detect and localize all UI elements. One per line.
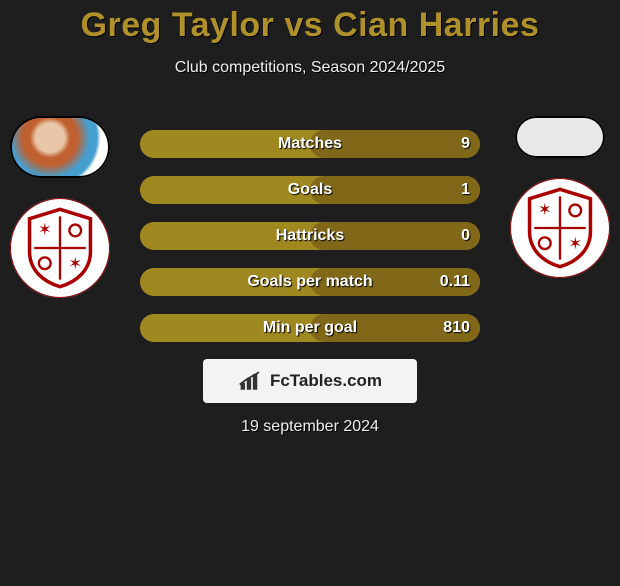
stat-row-goals-per-match: Goals per match 0.11 <box>140 268 480 296</box>
stat-row-min-per-goal: Min per goal 810 <box>140 314 480 342</box>
player-right-club-crest: ✶ ✶ <box>510 178 610 278</box>
date-stamp: 19 september 2024 <box>0 418 620 436</box>
svg-text:✶: ✶ <box>568 235 582 253</box>
stat-value-right: 9 <box>461 135 470 153</box>
stat-label: Matches <box>140 135 480 153</box>
page-subtitle: Club competitions, Season 2024/2025 <box>0 59 620 77</box>
stat-label: Goals <box>140 181 480 199</box>
branding-logo: FcTables.com <box>203 359 417 403</box>
stat-label: Min per goal <box>140 319 480 337</box>
shield-icon: ✶ ✶ <box>24 207 96 289</box>
branding-text: FcTables.com <box>270 371 382 391</box>
stat-row-goals: Goals 1 <box>140 176 480 204</box>
bar-chart-icon <box>238 370 266 392</box>
stat-value-right: 1 <box>461 181 470 199</box>
svg-text:✶: ✶ <box>68 255 82 273</box>
stat-label: Hattricks <box>140 227 480 245</box>
svg-text:✶: ✶ <box>538 201 552 219</box>
player-left-column: ✶ ✶ <box>10 116 110 298</box>
stat-value-right: 0.11 <box>440 273 470 291</box>
page-title: Greg Taylor vs Cian Harries <box>0 6 620 45</box>
player-left-photo <box>10 116 110 178</box>
stat-row-hattricks: Hattricks 0 <box>140 222 480 250</box>
player-right-column: ✶ ✶ <box>510 116 610 278</box>
stat-value-right: 0 <box>461 227 470 245</box>
player-left-club-crest: ✶ ✶ <box>10 198 110 298</box>
stat-row-matches: Matches 9 <box>140 130 480 158</box>
shield-icon: ✶ ✶ <box>524 187 596 269</box>
stat-label: Goals per match <box>140 273 480 291</box>
comparison-bars: Matches 9 Goals 1 Hattricks 0 Goals per … <box>140 130 480 342</box>
player-right-photo <box>515 116 605 158</box>
svg-text:✶: ✶ <box>38 221 52 239</box>
stat-value-right: 810 <box>443 319 470 337</box>
